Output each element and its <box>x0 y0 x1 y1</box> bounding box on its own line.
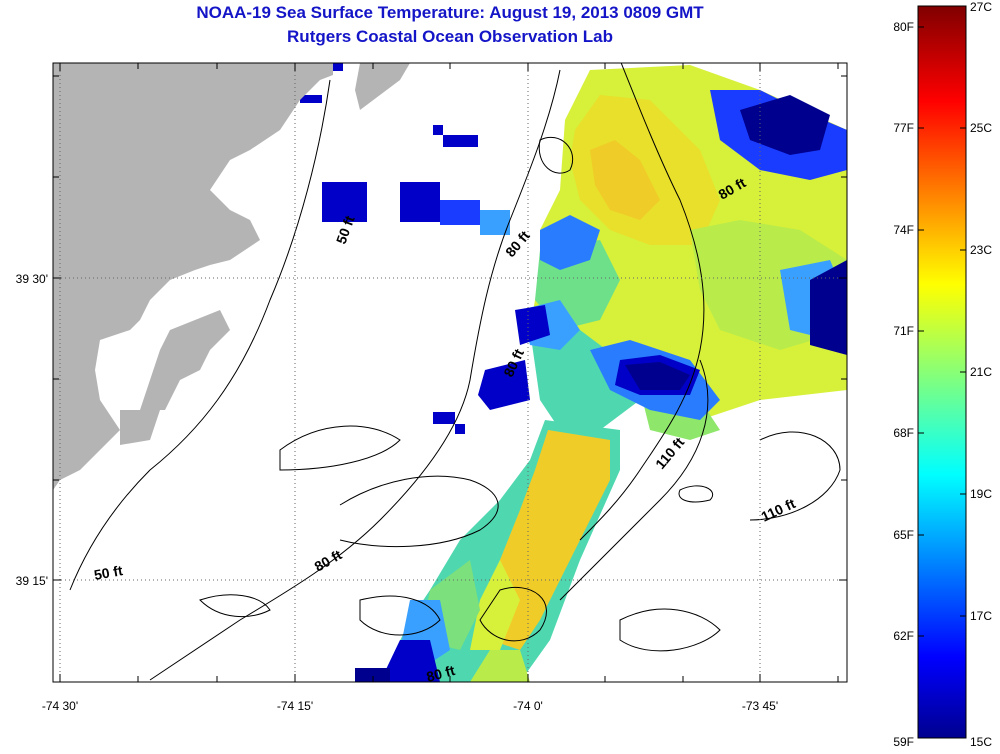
colorbar-f-label: 65F <box>893 528 914 542</box>
colorbar-f-label: 59F <box>893 735 914 749</box>
isobath-contours <box>69 63 841 681</box>
sst-swath <box>300 63 847 682</box>
contour-label: 80 ft <box>425 662 457 685</box>
y-tick-label: 39 15' <box>16 574 48 588</box>
x-tick-label: -74 15' <box>277 699 313 713</box>
colorbar-c-label: 25C <box>970 121 992 135</box>
colorbar-f-label: 77F <box>893 121 914 135</box>
colorbar-f-label: 62F <box>893 629 914 643</box>
colorbar-c-label: 23C <box>970 243 992 257</box>
frame-ticks <box>53 63 847 682</box>
x-tick-label: -74 0' <box>513 699 543 713</box>
x-tick-label: -73 45' <box>742 699 778 713</box>
contour-label: 50 ft <box>93 562 124 583</box>
colorbar-c-label: 21C <box>970 365 992 379</box>
colorbar-f-label: 80F <box>893 20 914 34</box>
colorbar-f-label: 68F <box>893 426 914 440</box>
grid-lines <box>53 63 847 682</box>
colorbar-f-label: 74F <box>893 223 914 237</box>
colorbar-c-label: 15C <box>970 735 992 749</box>
colorbar-f-label: 71F <box>893 324 914 338</box>
map-title: NOAA-19 Sea Surface Temperature: August … <box>196 3 704 22</box>
y-tick-label: 39 30' <box>16 272 48 286</box>
colorbar-c-label: 27C <box>970 0 992 14</box>
colorbar <box>917 5 967 739</box>
colorbar-c-label: 19C <box>970 487 992 501</box>
colorbar-c-label: 17C <box>970 609 992 623</box>
x-tick-label: -74 30' <box>42 699 78 713</box>
land-mass <box>53 63 410 490</box>
map-subtitle: Rutgers Coastal Ocean Observation Lab <box>287 27 613 46</box>
